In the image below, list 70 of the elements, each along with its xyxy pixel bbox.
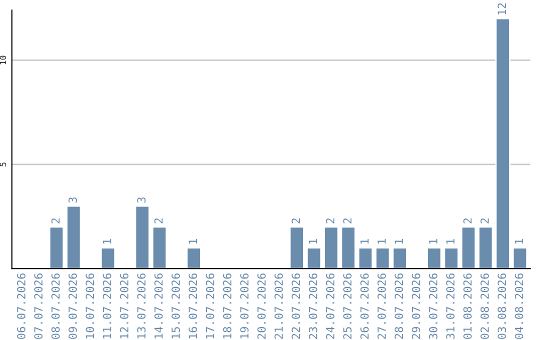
bar <box>426 247 442 269</box>
x-tick-label: 24.07.2026 <box>326 273 334 339</box>
bar <box>66 205 82 269</box>
x-tick-label: 13.07.2026 <box>137 273 146 338</box>
bar <box>186 247 202 269</box>
x-tick-label: 22.07.2026 <box>292 273 300 339</box>
x-tick-label: 04.08.2026 <box>514 273 524 339</box>
data-label: 1 <box>378 239 386 244</box>
data-label: 2 <box>292 218 300 224</box>
x-tick-label: 26.07.2026 <box>360 273 369 339</box>
data-label: 2 <box>480 218 489 224</box>
data-label: 3 <box>68 197 77 203</box>
data-label: 1 <box>360 239 369 244</box>
bar <box>152 226 168 269</box>
data-label: 12 <box>498 3 506 14</box>
bar <box>478 226 494 269</box>
data-label: 2 <box>51 218 60 224</box>
bar <box>358 247 374 269</box>
x-tick-label: 06.07.2026 <box>17 273 26 339</box>
x-tick-label: 03.08.2026 <box>498 273 506 339</box>
bar <box>340 226 356 269</box>
bar <box>460 226 476 269</box>
x-tick-label: 11.07.2026 <box>102 273 112 338</box>
x-tick-label: 29.07.2026 <box>412 273 420 339</box>
data-label: 1 <box>103 239 112 244</box>
x-tick-label: 17.07.2026 <box>206 273 214 338</box>
data-label: 2 <box>343 218 352 224</box>
x-tick-label: 25.07.2026 <box>343 273 352 339</box>
y-tick-label: 5 <box>0 162 6 166</box>
x-tick-label: 30.07.2026 <box>429 273 438 339</box>
data-label: 2 <box>326 218 334 224</box>
x-tick-label: 28.07.2026 <box>394 273 404 339</box>
x-tick-label: 02.08.2026 <box>480 273 489 339</box>
x-tick-label: 12.07.2026 <box>120 273 128 338</box>
data-label: 1 <box>429 239 438 244</box>
x-tick-label: 21.07.2026 <box>274 273 283 339</box>
x-tick-label: 23.07.2026 <box>308 273 318 339</box>
bar <box>48 226 64 269</box>
x-tick-label: 20.07.2026 <box>257 273 266 339</box>
data-label: 3 <box>137 197 146 203</box>
data-label: 1 <box>514 239 524 244</box>
x-tick-label: 14.07.2026 <box>154 273 163 338</box>
x-tick-label: 27.07.2026 <box>378 273 386 339</box>
bar <box>375 247 390 269</box>
x-tick-label: 07.07.2026 <box>34 273 43 339</box>
x-tick-label: 15.07.2026 <box>172 273 180 338</box>
bar <box>444 247 459 269</box>
data-label: 2 <box>463 218 472 224</box>
y-tick-label: 10 <box>0 56 6 64</box>
x-tick-label: 08.07.2026 <box>51 273 60 339</box>
x-tick-label: 18.07.2026 <box>223 273 232 338</box>
data-label: 1 <box>188 239 197 244</box>
bar <box>100 247 116 269</box>
bar <box>495 18 510 269</box>
data-label: 1 <box>446 239 454 244</box>
bar <box>289 226 304 269</box>
x-tick-label: 09.07.2026 <box>68 273 77 339</box>
bar <box>324 226 339 269</box>
x-tick-label: 01.08.2026 <box>463 273 472 339</box>
x-tick-label: 19.07.2026 <box>240 273 249 338</box>
x-tick-label: 31.07.2026 <box>446 273 455 339</box>
bar <box>512 247 528 269</box>
data-label: 2 <box>154 218 163 224</box>
x-tick-label: 10.07.2026 <box>86 273 94 338</box>
data-label: 1 <box>394 239 403 244</box>
x-tick-label: 16.07.2026 <box>188 273 198 338</box>
data-label: 1 <box>308 239 318 244</box>
bar <box>134 205 150 269</box>
bar <box>392 247 408 269</box>
bar <box>306 247 322 269</box>
